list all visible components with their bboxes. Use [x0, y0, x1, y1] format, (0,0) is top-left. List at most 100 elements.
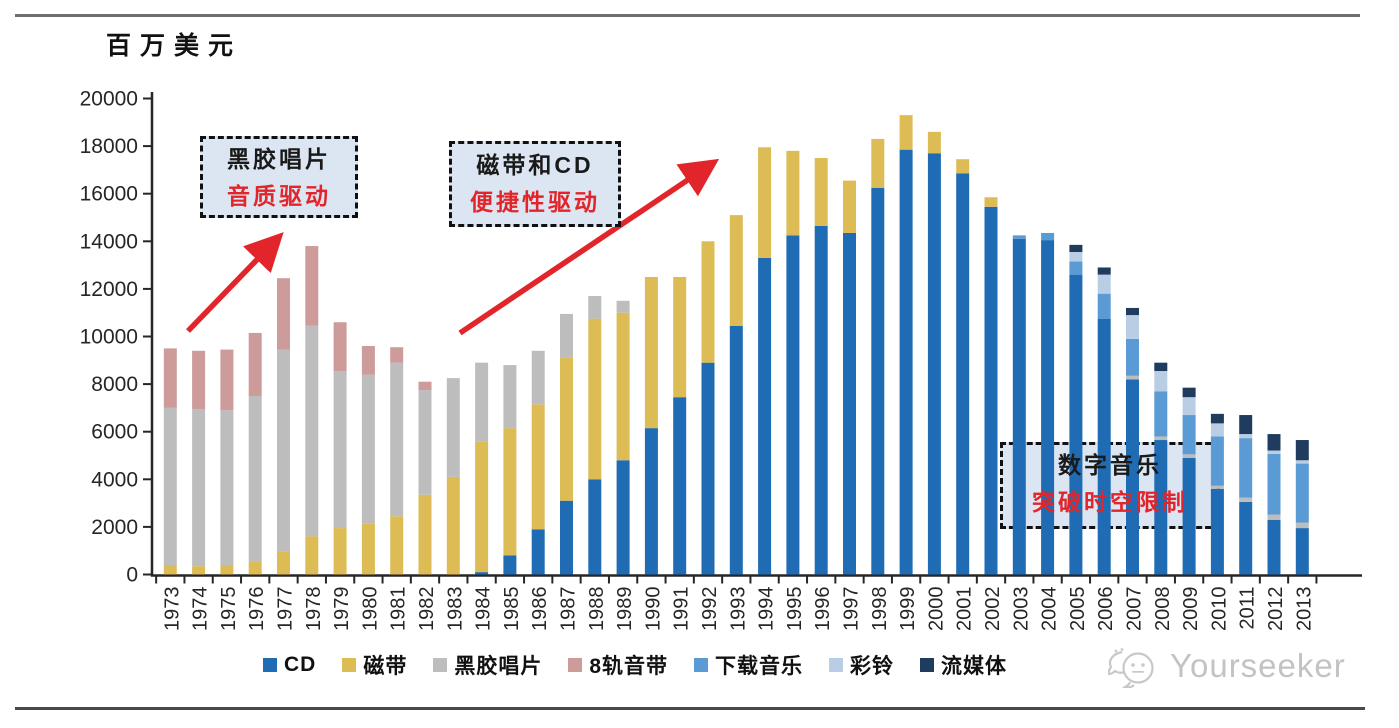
bar-segment-黑胶唱片-2008: [1154, 436, 1168, 441]
bar-segment-彩铃-2012: [1267, 450, 1281, 454]
bar-segment-下载音乐-2013: [1295, 463, 1309, 523]
x-tick-label-2010: 2010: [1208, 587, 1230, 632]
bar-segment-CD-1989: [616, 460, 630, 575]
legend-label: CD: [283, 653, 317, 676]
y-tick-label: 0: [126, 564, 138, 587]
bar-segment-下载音乐-2004: [1041, 232, 1055, 241]
legend-swatch: [568, 658, 583, 672]
legend-label: 彩铃: [850, 655, 895, 678]
annotation-line-red: 突破时空限制: [1032, 489, 1188, 515]
bar-segment-彩铃-2006: [1097, 274, 1111, 294]
bar-segment-黑胶唱片-2011: [1239, 497, 1253, 502]
bar-segment-流媒体-2010: [1210, 413, 1224, 424]
bar-segment-下载音乐-2008: [1154, 391, 1168, 437]
annotation-box-vinyl: [200, 136, 358, 218]
bar-segment-磁带-1980: [361, 523, 375, 575]
x-tick-label-2003: 2003: [1010, 587, 1032, 632]
bar-segment-黑胶唱片-1984: [475, 362, 489, 442]
bar-segment-黑胶唱片-1982: [418, 390, 432, 495]
x-tick-label-2009: 2009: [1180, 587, 1202, 632]
x-tick-label-1975: 1975: [218, 587, 240, 632]
bar-segment-8轨音带-1973: [163, 348, 177, 408]
bar-segment-下载音乐-2005: [1069, 261, 1083, 275]
bar-segment-黑胶唱片-1988: [588, 296, 602, 319]
bar-segment-CD-2010: [1210, 488, 1224, 575]
legend-swatch: [433, 658, 448, 672]
annotation-line-red: 便捷性驱动: [470, 189, 600, 215]
bar-segment-下载音乐-2012: [1267, 453, 1281, 515]
bar-segment-磁带-1990: [644, 277, 658, 429]
bar-segment-黑胶唱片-1975: [220, 410, 234, 565]
bar-segment-彩铃-2008: [1154, 371, 1168, 392]
y-tick-label: 18000: [80, 135, 138, 158]
bar-segment-黑胶唱片-1978: [305, 325, 319, 537]
x-tick-label-1990: 1990: [642, 587, 664, 632]
annotation-text-vinyl: 黑胶唱片 音质驱动: [200, 141, 358, 215]
legend: CD 磁带 黑胶唱片 8轨音带 下载音乐 彩铃 流媒体: [150, 650, 1120, 680]
bar-segment-CD-1984: [475, 572, 489, 575]
bar-segment-磁带-2000: [927, 131, 941, 154]
bar-segment-黑胶唱片-1987: [560, 313, 573, 358]
bar-segment-磁带-1973: [163, 564, 177, 575]
legend-label: 下载音乐: [715, 655, 804, 678]
bar-segment-CD-1985: [503, 555, 517, 575]
bar-segment-黑胶唱片-1983: [446, 378, 460, 477]
bar-segment-下载音乐-2011: [1239, 438, 1253, 498]
x-tick-label-1981: 1981: [388, 587, 410, 632]
bar-segment-黑胶唱片-2013: [1295, 522, 1309, 529]
legend-item-CD: CD: [262, 653, 317, 677]
legend-item-流媒体: 流媒体: [920, 650, 1007, 680]
bar-segment-黑胶唱片-1974: [192, 409, 206, 567]
x-tick-label-1995: 1995: [784, 587, 806, 632]
bar-segment-CD-2012: [1267, 519, 1281, 575]
y-tick-label: 14000: [80, 230, 138, 253]
x-tick-label-2000: 2000: [925, 587, 947, 632]
bar-segment-彩铃-2011: [1239, 434, 1253, 439]
bar-segment-CD-2000: [927, 153, 941, 575]
x-tick-label-2002: 2002: [982, 587, 1004, 632]
bar-segment-8轨音带-1977: [277, 278, 290, 350]
bar-segment-磁带-1995: [786, 150, 800, 236]
bar-segment-CD-2006: [1097, 318, 1111, 575]
bar-segment-黑胶唱片-2012: [1267, 514, 1281, 520]
bar-segment-磁带-1979: [333, 528, 347, 575]
bar-segment-磁带-1985: [503, 428, 517, 556]
x-tick-label-2006: 2006: [1095, 587, 1117, 632]
x-tick-label-1977: 1977: [275, 587, 297, 632]
bar-segment-磁带-1974: [192, 566, 206, 575]
bar-segment-彩铃-2010: [1210, 423, 1224, 437]
bar-segment-CD-2013: [1295, 528, 1309, 575]
bar-segment-流媒体-2013: [1295, 440, 1309, 461]
y-tick-label: 4000: [91, 468, 138, 491]
bar-segment-磁带-1987: [560, 357, 573, 501]
x-tick-label-1978: 1978: [303, 587, 325, 632]
bar-segment-黑胶唱片-1976: [248, 396, 262, 562]
bar-segment-CD-1995: [786, 235, 800, 575]
bar-segment-CD-2007: [1126, 379, 1139, 575]
legend-item-磁带: 磁带: [342, 650, 407, 680]
bar-segment-CD-1997: [843, 232, 856, 575]
bar-segment-CD-1993: [729, 325, 743, 575]
y-tick-label: 10000: [80, 326, 138, 349]
bar-segment-CD-2009: [1182, 457, 1196, 575]
legend-item-彩铃: 彩铃: [829, 650, 894, 680]
wechat-icon: [1108, 648, 1154, 688]
legend-item-下载音乐: 下载音乐: [694, 650, 803, 680]
x-tick-label-1993: 1993: [727, 587, 749, 632]
trend-arrow-vinyl: [186, 232, 284, 333]
bar-segment-黑胶唱片-1979: [333, 371, 347, 529]
bar-segment-磁带-1992: [701, 241, 715, 363]
x-tick-label-1997: 1997: [841, 587, 863, 632]
annotation-line: 黑胶唱片: [227, 146, 331, 172]
bar-segment-磁带-1981: [390, 516, 404, 575]
legend-item-8轨音带: 8轨音带: [568, 650, 668, 680]
bar-segment-下载音乐-2009: [1182, 415, 1196, 455]
bar-segment-磁带-2002: [984, 197, 998, 207]
x-tick-label-2007: 2007: [1124, 587, 1146, 632]
x-tick-label-1998: 1998: [869, 587, 891, 632]
bar-segment-下载音乐-2003: [1012, 235, 1026, 239]
bar-segment-CD-1994: [758, 257, 772, 575]
bar-segment-磁带-1991: [673, 277, 687, 398]
y-tick-label: 16000: [80, 183, 138, 206]
